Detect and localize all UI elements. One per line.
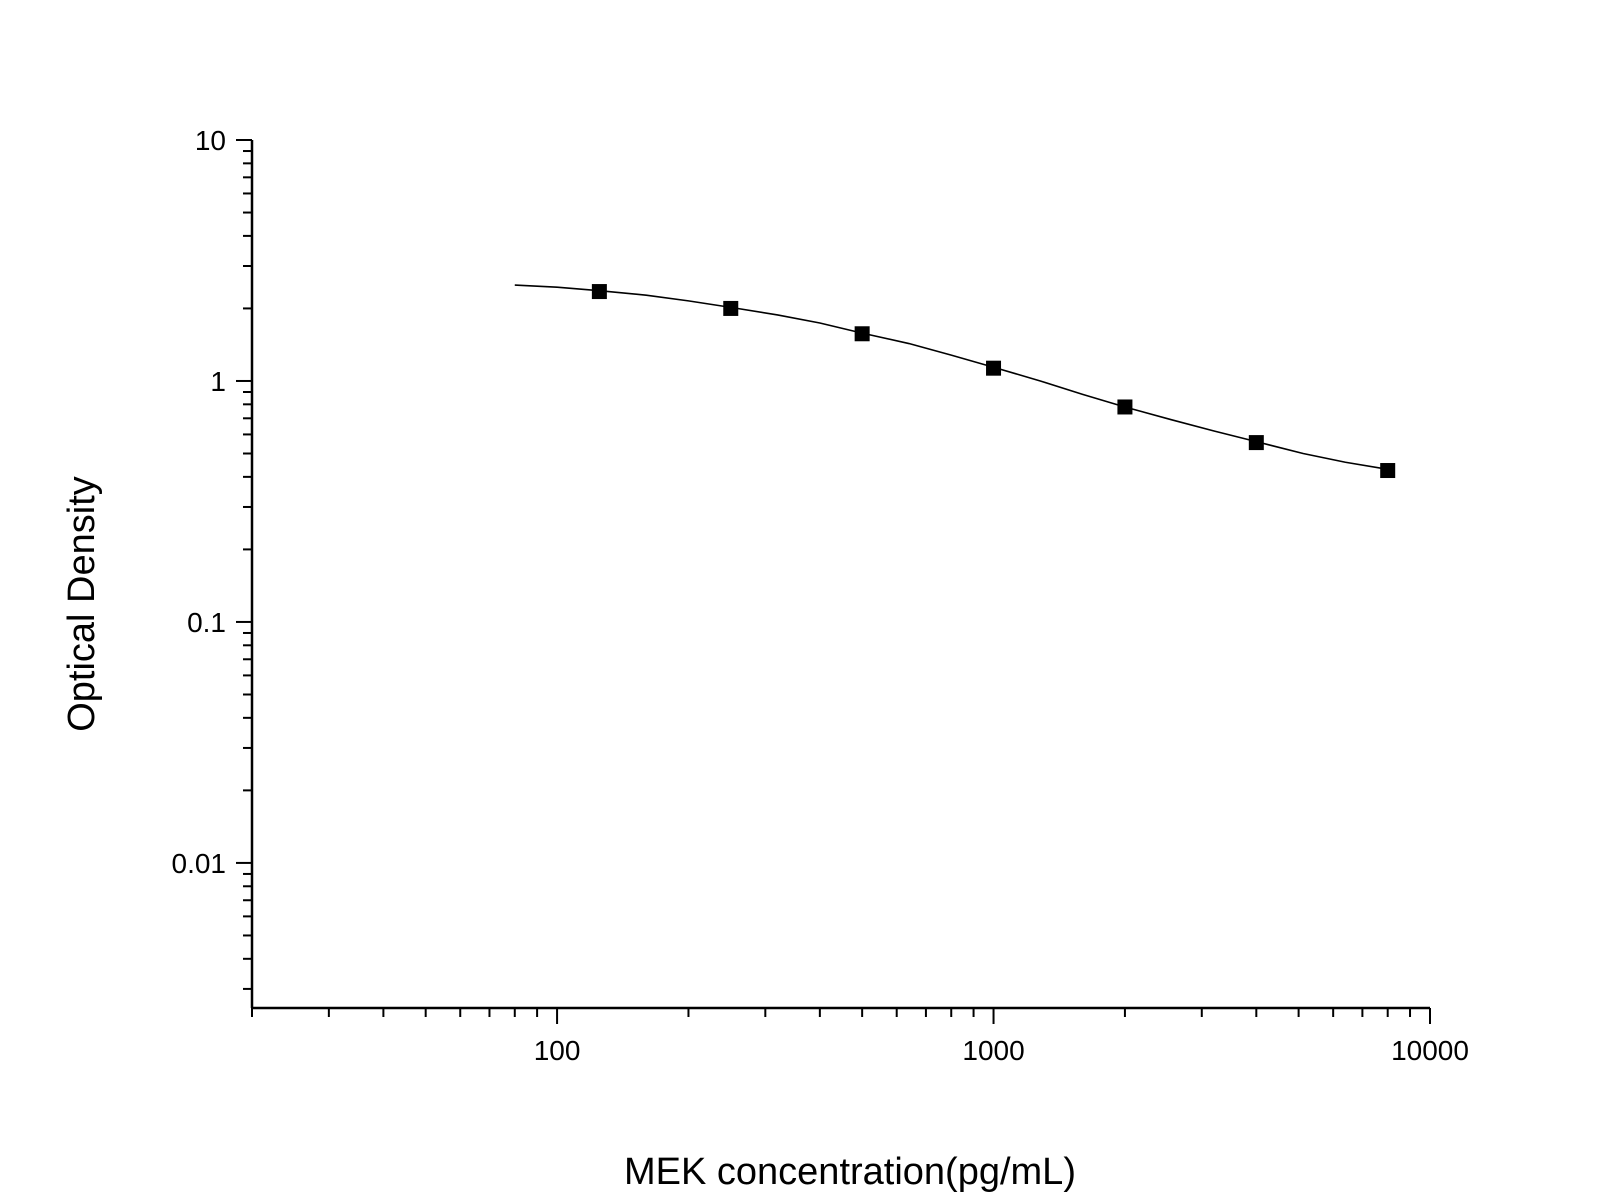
y-tick-label: 0.1 <box>187 607 226 638</box>
fit-curve-layer <box>514 284 1388 471</box>
data-point <box>854 326 870 342</box>
axes: 100 1000 10000 10 1 0.1 0.01 <box>172 125 1469 1066</box>
x-tick-label: 100 <box>534 1035 581 1066</box>
data-point <box>986 360 1002 376</box>
data-point <box>591 284 607 300</box>
data-point <box>723 300 739 316</box>
data-point <box>1248 435 1264 451</box>
data-points <box>591 284 1396 479</box>
x-axis-title: MEK concentration(pg/mL) <box>624 1151 1076 1193</box>
x-tick-label: 1000 <box>962 1035 1024 1066</box>
y-tick-label: 0.01 <box>172 848 227 879</box>
y-axis-title: Optical Density <box>61 476 103 732</box>
x-tick-label: 10000 <box>1391 1035 1469 1066</box>
y-tick-label: 10 <box>195 125 226 156</box>
y-tick-label: 1 <box>210 366 226 397</box>
data-point <box>1380 463 1396 479</box>
data-point <box>1117 399 1133 415</box>
fit-curve-line <box>514 284 1388 471</box>
